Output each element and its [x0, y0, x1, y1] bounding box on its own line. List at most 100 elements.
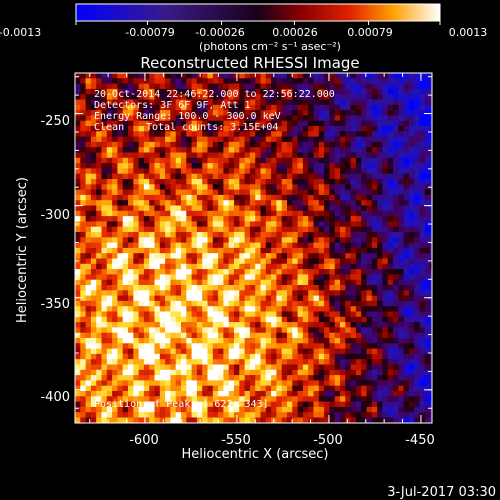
heatmap-cell	[228, 157, 235, 164]
heatmap-cell	[181, 110, 187, 116]
heatmap-cell	[355, 179, 362, 185]
heatmap-cell	[265, 184, 272, 190]
heatmap-cell	[424, 126, 431, 132]
heatmap-cell	[297, 184, 304, 190]
heatmap-cell	[249, 417, 256, 423]
heatmap-cell	[122, 126, 129, 132]
heatmap-cell	[191, 279, 198, 286]
heatmap-cell	[276, 115, 283, 122]
heatmap-cell	[287, 364, 293, 371]
heatmap-cell	[75, 269, 81, 275]
heatmap-cell	[191, 94, 198, 100]
heatmap-cell	[186, 110, 192, 116]
heatmap-cell	[414, 322, 420, 328]
heatmap-cell	[292, 99, 298, 106]
heatmap-cell	[287, 200, 293, 206]
heatmap-cell	[366, 391, 373, 397]
heatmap-cell	[393, 184, 399, 190]
heatmap-cell	[377, 131, 383, 137]
heatmap-cell	[371, 322, 378, 328]
heatmap-cell	[271, 369, 277, 376]
heatmap-cell	[408, 237, 415, 243]
heatmap-cell	[260, 221, 267, 228]
heatmap-cell	[371, 274, 378, 281]
heatmap-cell	[133, 168, 139, 175]
heatmap-cell	[101, 237, 108, 243]
heatmap-cell	[85, 189, 92, 196]
heatmap-cell	[165, 242, 171, 249]
heatmap-cell	[244, 311, 251, 318]
heatmap-cell	[334, 73, 341, 79]
heatmap-cell	[159, 78, 166, 84]
heatmap-cell	[382, 242, 389, 249]
heatmap-cell	[228, 332, 235, 339]
heatmap-cell	[133, 391, 139, 397]
heatmap-cell	[101, 232, 108, 238]
heatmap-cell	[234, 300, 240, 307]
heatmap-cell	[424, 316, 431, 323]
heatmap-cell	[175, 274, 182, 281]
heatmap-cell	[334, 396, 341, 402]
heatmap-cell	[271, 131, 277, 137]
heatmap-cell	[149, 279, 155, 286]
heatmap-cell	[414, 369, 420, 376]
heatmap-cell	[128, 311, 134, 318]
heatmap-cell	[355, 120, 362, 127]
heatmap-cell	[212, 406, 219, 413]
heatmap-cell	[128, 221, 134, 228]
heatmap-cell	[228, 173, 235, 180]
heatmap-cell	[191, 216, 198, 222]
heatmap-cell	[186, 173, 192, 180]
heatmap-cell	[223, 364, 230, 371]
heatmap-cell	[340, 359, 346, 365]
heatmap-cell	[112, 168, 118, 175]
heatmap-cell	[398, 375, 404, 381]
heatmap-cell	[281, 104, 288, 111]
heatmap-cell	[249, 194, 256, 201]
heatmap-cell	[297, 173, 304, 180]
heatmap-cell	[239, 126, 245, 132]
heatmap-cell	[186, 73, 192, 79]
heatmap-cell	[324, 359, 330, 365]
heatmap-cell	[276, 406, 283, 413]
heatmap-cell	[329, 422, 336, 423]
heatmap-cell	[96, 353, 102, 360]
heatmap-cell	[430, 152, 432, 159]
heatmap-cell	[361, 295, 367, 302]
heatmap-cell	[281, 412, 288, 418]
heatmap-cell	[117, 401, 124, 408]
heatmap-cell	[255, 385, 261, 392]
heatmap-cell	[117, 263, 124, 270]
heatmap-cell	[393, 242, 399, 249]
heatmap-cell	[281, 348, 288, 355]
heatmap-cell	[244, 147, 251, 153]
heatmap-cell	[260, 364, 267, 371]
heatmap-cell	[175, 88, 182, 95]
heatmap-cell	[329, 369, 336, 376]
heatmap-cell	[133, 285, 139, 291]
heatmap-cell	[122, 258, 129, 265]
heatmap-cell	[249, 210, 256, 217]
heatmap-cell	[292, 375, 298, 381]
heatmap-cell	[265, 179, 272, 185]
heatmap-cell	[414, 94, 420, 100]
heatmap-cell	[393, 263, 399, 270]
heatmap-cell	[398, 83, 404, 90]
heatmap-cell	[403, 78, 410, 84]
heatmap-cell	[143, 338, 150, 344]
heatmap-cell	[377, 311, 383, 318]
heatmap-cell	[281, 99, 288, 106]
heatmap-cell	[350, 221, 357, 228]
heatmap-cell	[106, 300, 113, 307]
heatmap-cell	[96, 205, 102, 212]
heatmap-cell	[239, 94, 245, 100]
heatmap-cell	[313, 247, 320, 254]
heatmap-cell	[239, 110, 245, 116]
heatmap-cell	[159, 412, 166, 418]
heatmap-cell	[80, 295, 86, 302]
heatmap-cell	[371, 406, 378, 413]
heatmap-cell	[138, 83, 145, 90]
heatmap-cell	[255, 184, 261, 190]
heatmap-cell	[292, 104, 298, 111]
heatmap-cell	[186, 200, 192, 206]
